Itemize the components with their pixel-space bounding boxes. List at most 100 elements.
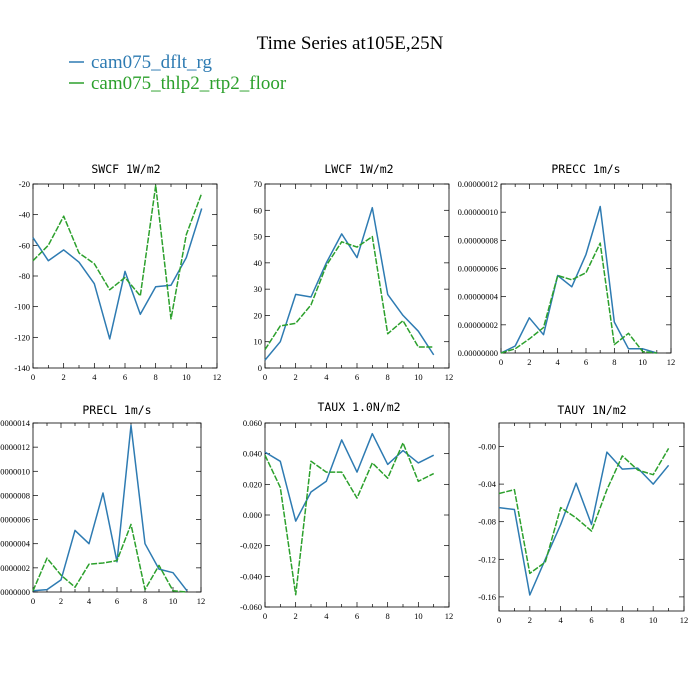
panel-title: PRECC 1m/s [551, 162, 620, 176]
panel-5: TAUX 1.0N/m2 0 2 4 6 8 10 12 -0.060 -0.040 -0.020 0… [240, 400, 453, 621]
panel-1: SWCF 1W/m2 0 2 4 6 8 10 12 -140 -120 -100 -80 -60 -40… [14, 162, 221, 382]
x-tick-label: 6 [355, 372, 359, 382]
y-tick-label: -0.060 [240, 602, 262, 612]
y-tick-label: -60 [19, 240, 30, 250]
x-tick-label: 10 [182, 372, 191, 382]
x-tick-label: 12 [445, 611, 454, 621]
panel-title: SWCF 1W/m2 [91, 162, 160, 176]
y-tick-label: 30 [254, 284, 263, 294]
y-tick-label: 0.00000006 [458, 264, 498, 274]
series-line-dflt-rg [32, 424, 188, 592]
y-tick-label: -100 [14, 302, 30, 312]
y-tick-label: -20 [19, 179, 30, 189]
x-tick-label: 4 [87, 596, 92, 606]
x-tick-label: 8 [620, 615, 624, 625]
y-tick-label: 0.00000008 [458, 235, 498, 245]
x-tick-label: 10 [414, 611, 423, 621]
x-tick-label: 8 [386, 611, 390, 621]
x-tick-label: 4 [324, 372, 329, 382]
y-tick-label: 0.040 [243, 449, 262, 459]
x-tick-label: 2 [527, 357, 531, 367]
legend-label-2: cam075_thlp2_rtp2_floor [91, 73, 287, 94]
y-tick-label: -0.08 [478, 517, 496, 527]
x-tick-label: 10 [169, 596, 178, 606]
x-tick-label: 8 [154, 372, 158, 382]
x-tick-label: 4 [324, 611, 329, 621]
x-tick-label: 10 [414, 372, 423, 382]
panel-2: LWCF 1W/m2 0 2 4 6 8 10 12 0 10 20 30 40 50 60 70 [254, 162, 454, 382]
y-tick-label: -40 [19, 210, 30, 220]
x-tick-label: 6 [589, 615, 593, 625]
y-tick-label: .00000008 [0, 490, 30, 500]
figure-title: Time Series at105E,25N [257, 33, 444, 54]
x-tick-label: 6 [355, 611, 359, 621]
y-tick-label: .00000000 [0, 587, 30, 597]
y-tick-label: 0.00000004 [458, 292, 499, 302]
x-tick-label: 12 [445, 372, 454, 382]
series-line-dflt-rg [264, 432, 435, 522]
x-tick-label: 4 [559, 615, 564, 625]
x-tick-label: 0 [263, 372, 267, 382]
y-tick-label: 70 [254, 179, 263, 189]
y-tick-label: .00000006 [0, 515, 30, 525]
y-tick-label: 0.060 [243, 418, 262, 428]
chart-panels: SWCF 1W/m2 0 2 4 6 8 10 12 -140 -120 -100 -80 -60 -40… [0, 162, 688, 625]
series-line-thlp2-rtp2-floor [264, 235, 434, 351]
y-tick-label: .00000012 [0, 442, 30, 452]
plot-frame [264, 183, 450, 369]
x-tick-label: 6 [123, 372, 127, 382]
x-tick-label: 12 [667, 357, 676, 367]
plot-frame [32, 422, 202, 593]
series-line-dflt-rg [32, 208, 203, 340]
x-tick-label: 2 [294, 611, 298, 621]
y-tick-label: 0.00000012 [458, 179, 498, 189]
y-tick-label: 10 [254, 337, 263, 347]
y-tick-label: 0 [258, 363, 262, 373]
series-line-thlp2-rtp2-floor [498, 448, 670, 575]
x-tick-label: 0 [497, 615, 501, 625]
x-tick-label: 0 [31, 596, 35, 606]
panel-title: PRECL 1m/s [82, 403, 151, 417]
plot-frame [498, 422, 685, 612]
panel-title: TAUX 1.0N/m2 [317, 400, 400, 414]
x-tick-label: 6 [584, 357, 588, 367]
y-tick-label: 60 [254, 205, 263, 215]
x-tick-label: 10 [638, 357, 647, 367]
panel-3: PRECC 1m/s 0 2 4 6 8 10 12 0.00000000 0.00000002 0… [458, 162, 676, 367]
x-tick-label: 4 [92, 372, 97, 382]
y-tick-label: 20 [254, 310, 263, 320]
panel-title: LWCF 1W/m2 [324, 162, 393, 176]
y-tick-label: 50 [254, 232, 263, 242]
y-tick-label: -0.16 [478, 592, 496, 602]
x-tick-label: 2 [294, 372, 298, 382]
y-tick-label: -0.04 [478, 479, 496, 489]
legend: cam075_dflt_rg cam075_thlp2_rtp2_floor [69, 52, 287, 94]
x-tick-label: 0 [263, 611, 267, 621]
y-tick-label: 0.00000002 [458, 320, 498, 330]
x-tick-label: 4 [556, 357, 561, 367]
x-tick-label: 8 [612, 357, 616, 367]
y-tick-label: 0.00000000 [458, 348, 498, 358]
y-tick-label: 0.020 [243, 479, 262, 489]
x-tick-label: 10 [649, 615, 658, 625]
series-line-dflt-rg [264, 206, 435, 361]
series-line-dflt-rg [500, 205, 658, 354]
x-tick-label: 0 [499, 357, 503, 367]
plot-frame [264, 422, 450, 608]
y-tick-label: -80 [19, 271, 30, 281]
panel-4: PRECL 1m/s 0 2 4 6 8 10 12 .00000000 .00000002 .00… [0, 403, 205, 606]
x-tick-label: 12 [213, 372, 222, 382]
legend-label-1: cam075_dflt_rg [91, 52, 213, 73]
y-tick-label: -120 [14, 332, 30, 342]
x-tick-label: 0 [31, 372, 35, 382]
x-tick-label: 8 [143, 596, 147, 606]
y-tick-label: .00000002 [0, 563, 30, 573]
y-tick-label: -0.020 [240, 541, 262, 551]
x-tick-label: 8 [386, 372, 390, 382]
y-tick-label: .00000014 [0, 418, 31, 428]
y-tick-label: -0.12 [478, 554, 496, 564]
x-tick-label: 2 [59, 596, 63, 606]
plot-frame [32, 183, 218, 369]
y-tick-label: 0.000 [243, 510, 262, 520]
